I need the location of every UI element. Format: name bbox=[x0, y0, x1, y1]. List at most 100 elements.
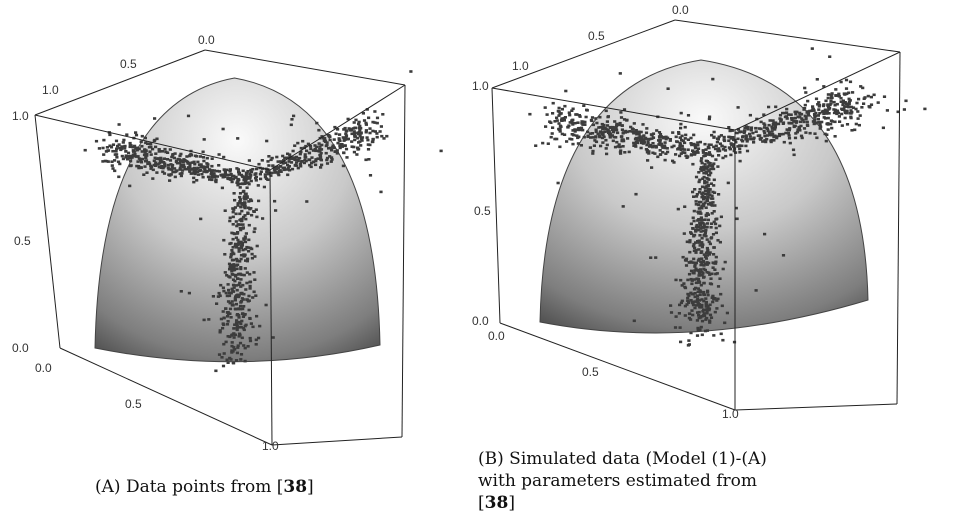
scatter-point bbox=[231, 265, 235, 269]
scatter-point bbox=[224, 340, 228, 344]
scatter-point bbox=[704, 225, 708, 229]
scatter-point bbox=[705, 197, 709, 201]
scatter-point bbox=[360, 136, 365, 139]
scatter-point bbox=[695, 304, 699, 307]
scatter-point bbox=[619, 116, 624, 119]
scatter-point bbox=[225, 358, 229, 362]
scatter-point bbox=[314, 149, 318, 153]
left-axis-tick-label: 1.0 bbox=[472, 79, 489, 93]
scatter-point bbox=[721, 338, 725, 342]
scatter-point bbox=[236, 223, 240, 226]
scatter-point bbox=[844, 78, 849, 82]
front-axis-tick-label: 0.0 bbox=[488, 329, 505, 343]
scatter-point bbox=[704, 152, 708, 155]
scatter-point bbox=[570, 109, 574, 112]
scatter-point bbox=[244, 232, 248, 235]
scatter-point bbox=[718, 149, 722, 153]
scatter-point bbox=[381, 113, 385, 116]
scatter-point bbox=[222, 352, 226, 355]
scatter-point bbox=[613, 120, 617, 123]
scatter-point bbox=[296, 166, 300, 170]
scatter-point bbox=[225, 168, 229, 172]
scatter-point bbox=[712, 178, 716, 182]
scatter-point bbox=[857, 123, 861, 127]
scatter-point bbox=[235, 224, 239, 228]
scatter-point bbox=[716, 285, 721, 288]
scatter-point bbox=[276, 172, 280, 175]
scatter-point bbox=[249, 174, 253, 177]
scatter-point bbox=[144, 156, 148, 160]
scatter-point bbox=[748, 135, 752, 138]
scatter-point bbox=[226, 361, 230, 364]
scatter-point bbox=[694, 230, 698, 233]
scatter-point bbox=[323, 139, 327, 143]
scatter-point bbox=[159, 156, 163, 160]
scatter-point bbox=[700, 273, 704, 277]
scatter-point bbox=[239, 291, 243, 295]
scatter-point bbox=[598, 115, 602, 119]
scatter-point bbox=[264, 303, 268, 307]
scatter-point bbox=[849, 105, 854, 109]
scatter-point bbox=[717, 135, 721, 139]
scatter-point bbox=[234, 302, 238, 306]
scatter-point bbox=[562, 119, 566, 122]
scatter-point bbox=[232, 336, 236, 339]
scatter-point bbox=[701, 272, 705, 275]
scatter-point bbox=[693, 246, 697, 250]
scatter-point bbox=[771, 119, 775, 122]
scatter-point bbox=[841, 101, 845, 105]
scatter-point bbox=[709, 171, 713, 175]
scatter-point bbox=[703, 230, 708, 233]
scatter-point bbox=[247, 249, 251, 253]
scatter-point bbox=[646, 140, 650, 144]
scatter-point bbox=[712, 145, 716, 149]
scatter-point bbox=[600, 125, 604, 129]
scatter-point bbox=[350, 145, 354, 148]
scatter-point bbox=[689, 269, 694, 273]
scatter-point bbox=[615, 124, 619, 127]
scatter-point bbox=[808, 131, 812, 135]
scatter-point bbox=[704, 228, 708, 232]
scatter-point bbox=[681, 255, 685, 259]
scatter-point bbox=[239, 307, 243, 311]
scatter-point bbox=[249, 322, 253, 325]
scatter-point bbox=[767, 123, 771, 127]
scatter-point bbox=[730, 129, 734, 132]
scatter-point bbox=[113, 153, 117, 156]
scatter-point bbox=[818, 123, 822, 126]
scatter-point bbox=[290, 118, 294, 121]
scatter-point bbox=[201, 150, 205, 154]
scatter-point bbox=[258, 324, 262, 328]
scatter-point bbox=[601, 131, 605, 134]
scatter-point bbox=[250, 247, 254, 251]
scatter-point bbox=[739, 130, 743, 133]
scatter-point bbox=[708, 303, 712, 307]
scatter-point bbox=[230, 300, 234, 303]
scatter-point bbox=[558, 128, 562, 132]
scatter-point bbox=[563, 104, 567, 108]
scatter-point bbox=[179, 174, 183, 178]
top-axis-tick-label: 0.0 bbox=[672, 3, 689, 17]
scatter-point bbox=[222, 238, 226, 242]
scatter-point bbox=[240, 203, 244, 206]
scatter-point bbox=[239, 266, 243, 269]
scatter-point bbox=[598, 130, 602, 134]
scatter-point bbox=[619, 111, 623, 114]
scatter-point bbox=[620, 124, 624, 127]
scatter-point bbox=[318, 147, 322, 151]
scatter-point bbox=[148, 150, 152, 153]
scatter-point bbox=[239, 240, 243, 244]
scatter-point bbox=[115, 156, 119, 159]
scatter-point bbox=[674, 135, 678, 139]
left-axis-tick-label: 0.0 bbox=[12, 341, 29, 355]
scatter-point bbox=[700, 157, 704, 160]
scatter-point bbox=[233, 242, 238, 246]
scatter-point bbox=[192, 167, 196, 170]
scatter-point bbox=[694, 144, 698, 147]
scatter-point bbox=[678, 326, 682, 329]
scatter-point bbox=[751, 131, 755, 135]
scatter-point bbox=[811, 108, 815, 111]
scatter-point bbox=[695, 319, 699, 322]
scatter-point bbox=[660, 144, 664, 148]
scatter-point bbox=[541, 141, 545, 145]
